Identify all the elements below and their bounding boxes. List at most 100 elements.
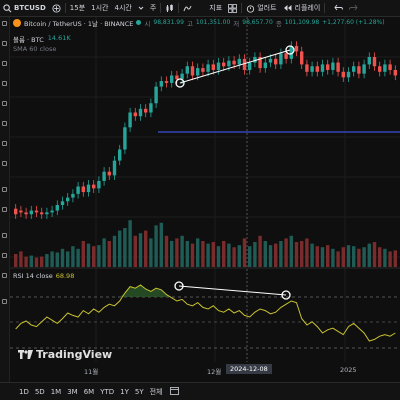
interval-15m[interactable]: 15분 xyxy=(69,4,86,12)
range-1y[interactable]: 1Y xyxy=(120,387,129,396)
price-trendline-start-handle[interactable] xyxy=(175,78,185,88)
range-all[interactable]: 전체 xyxy=(149,387,163,396)
candle-body xyxy=(170,75,174,83)
alert-button[interactable]: 얼러트 xyxy=(243,0,279,16)
range-1m[interactable]: 1M xyxy=(50,387,62,396)
candle-body xyxy=(112,160,117,176)
candle-body xyxy=(222,62,226,67)
volume-bar xyxy=(128,220,132,267)
undo-button[interactable] xyxy=(331,0,346,16)
volume-bar xyxy=(185,241,189,267)
candle-body xyxy=(294,45,299,52)
candle-body xyxy=(149,103,153,113)
pattern-tool-icon[interactable] xyxy=(2,81,7,86)
crosshair-tool-icon[interactable] xyxy=(2,21,7,26)
redo-button[interactable] xyxy=(346,0,361,16)
volume-bar xyxy=(383,248,387,267)
icon-tool-icon[interactable] xyxy=(2,161,7,166)
range-5d[interactable]: 5D xyxy=(34,387,45,396)
interval-1h[interactable]: 1시간 xyxy=(91,4,109,12)
volume-bar xyxy=(388,251,392,267)
volume-label: 볼륨 · BTC xyxy=(13,36,44,44)
volume-bar xyxy=(258,235,262,267)
volume-bar xyxy=(190,243,195,267)
compare-button[interactable] xyxy=(49,0,64,16)
volume-bar xyxy=(66,251,70,267)
symbol-legend: Bitcoin / TetherUS · 1날 · BINANCE 시 98,83… xyxy=(13,18,385,28)
range-ytd[interactable]: YTD xyxy=(100,387,115,396)
measure-tool-icon[interactable] xyxy=(2,187,7,192)
candle-body xyxy=(175,75,179,80)
brush-tool-icon[interactable] xyxy=(2,121,7,126)
interval-dropdown[interactable] xyxy=(135,0,147,16)
price-chart[interactable] xyxy=(10,17,400,382)
candle-body xyxy=(258,57,262,69)
candle-body xyxy=(24,212,28,215)
indicator-icon xyxy=(183,5,192,11)
drawing-toolbar xyxy=(0,17,10,382)
candle-body xyxy=(216,62,221,70)
low-label: 저 xyxy=(233,19,240,28)
calendar-icon xyxy=(169,387,179,395)
rsi-legend: RSI 14 close 68.98 xyxy=(13,272,74,280)
volume-bar xyxy=(393,250,397,267)
magnet-tool-icon[interactable] xyxy=(2,233,7,238)
lock-tool-icon[interactable] xyxy=(2,253,7,258)
candle-body xyxy=(346,71,351,78)
rsi-trendline[interactable] xyxy=(178,285,287,296)
text-tool-icon[interactable] xyxy=(2,141,7,146)
volume-bar xyxy=(14,254,18,267)
candle-body xyxy=(248,62,252,70)
rsi-trendline-end-handle[interactable] xyxy=(281,290,291,300)
templates-button[interactable] xyxy=(225,0,240,16)
candle-body xyxy=(310,66,314,72)
close-value: 101,109.98 xyxy=(284,19,320,26)
range-1d[interactable]: 1D xyxy=(19,387,29,396)
volume-bar xyxy=(175,238,179,267)
candle-body xyxy=(60,201,65,205)
projection-tool-icon[interactable] xyxy=(2,101,7,106)
visibility-tool-icon[interactable] xyxy=(2,273,7,278)
volume-bar xyxy=(362,247,366,267)
interval-week[interactable]: 주 xyxy=(149,4,157,12)
candle-body xyxy=(289,45,293,59)
volume-bar xyxy=(60,248,65,267)
trash-tool-icon[interactable] xyxy=(2,299,7,304)
zoom-tool-icon[interactable] xyxy=(2,207,7,212)
range-calendar-button[interactable] xyxy=(169,386,179,397)
candle-body xyxy=(50,210,54,213)
volume-bar xyxy=(201,241,205,267)
volume-bar xyxy=(206,243,210,267)
trendline-tool-icon[interactable] xyxy=(2,41,7,46)
rsi-trendline-start-handle[interactable] xyxy=(174,281,184,291)
range-toolbar: 1D 5D 1M 3M 6M YTD 1Y 5Y 전체 xyxy=(0,382,400,400)
indicators-button[interactable] xyxy=(180,0,206,16)
volume-bar xyxy=(86,243,91,267)
candle-body xyxy=(315,66,319,72)
candle-body xyxy=(102,171,106,181)
candle-body xyxy=(253,57,257,63)
chart-type-button[interactable] xyxy=(162,0,177,16)
volume-bar xyxy=(92,246,96,267)
interval-4h[interactable]: 4시간 xyxy=(114,4,132,12)
tradingview-logo: TradingView xyxy=(18,348,112,361)
volume-bar xyxy=(242,238,247,267)
candle-body xyxy=(326,64,330,70)
volume-bar xyxy=(294,242,299,267)
candle-body xyxy=(357,66,361,74)
replay-button[interactable]: 리플레이 xyxy=(280,0,324,16)
fib-tool-icon[interactable] xyxy=(2,61,7,66)
open-label: 시 xyxy=(144,19,151,28)
range-5y[interactable]: 5Y xyxy=(134,387,144,396)
price-trendline-end-handle[interactable] xyxy=(285,45,295,55)
volume-bar xyxy=(305,238,309,267)
range-6m[interactable]: 6M xyxy=(83,387,95,396)
indicators-label[interactable]: 지표 xyxy=(209,4,223,12)
candle-body xyxy=(378,66,382,72)
price-trendline[interactable] xyxy=(179,49,291,84)
search-icon xyxy=(3,3,12,12)
symbol-search-button[interactable]: BTCUSD xyxy=(0,0,49,16)
candle-body xyxy=(185,66,189,74)
range-3m[interactable]: 3M xyxy=(67,387,78,396)
low-value: 98,657.70 xyxy=(242,19,273,26)
